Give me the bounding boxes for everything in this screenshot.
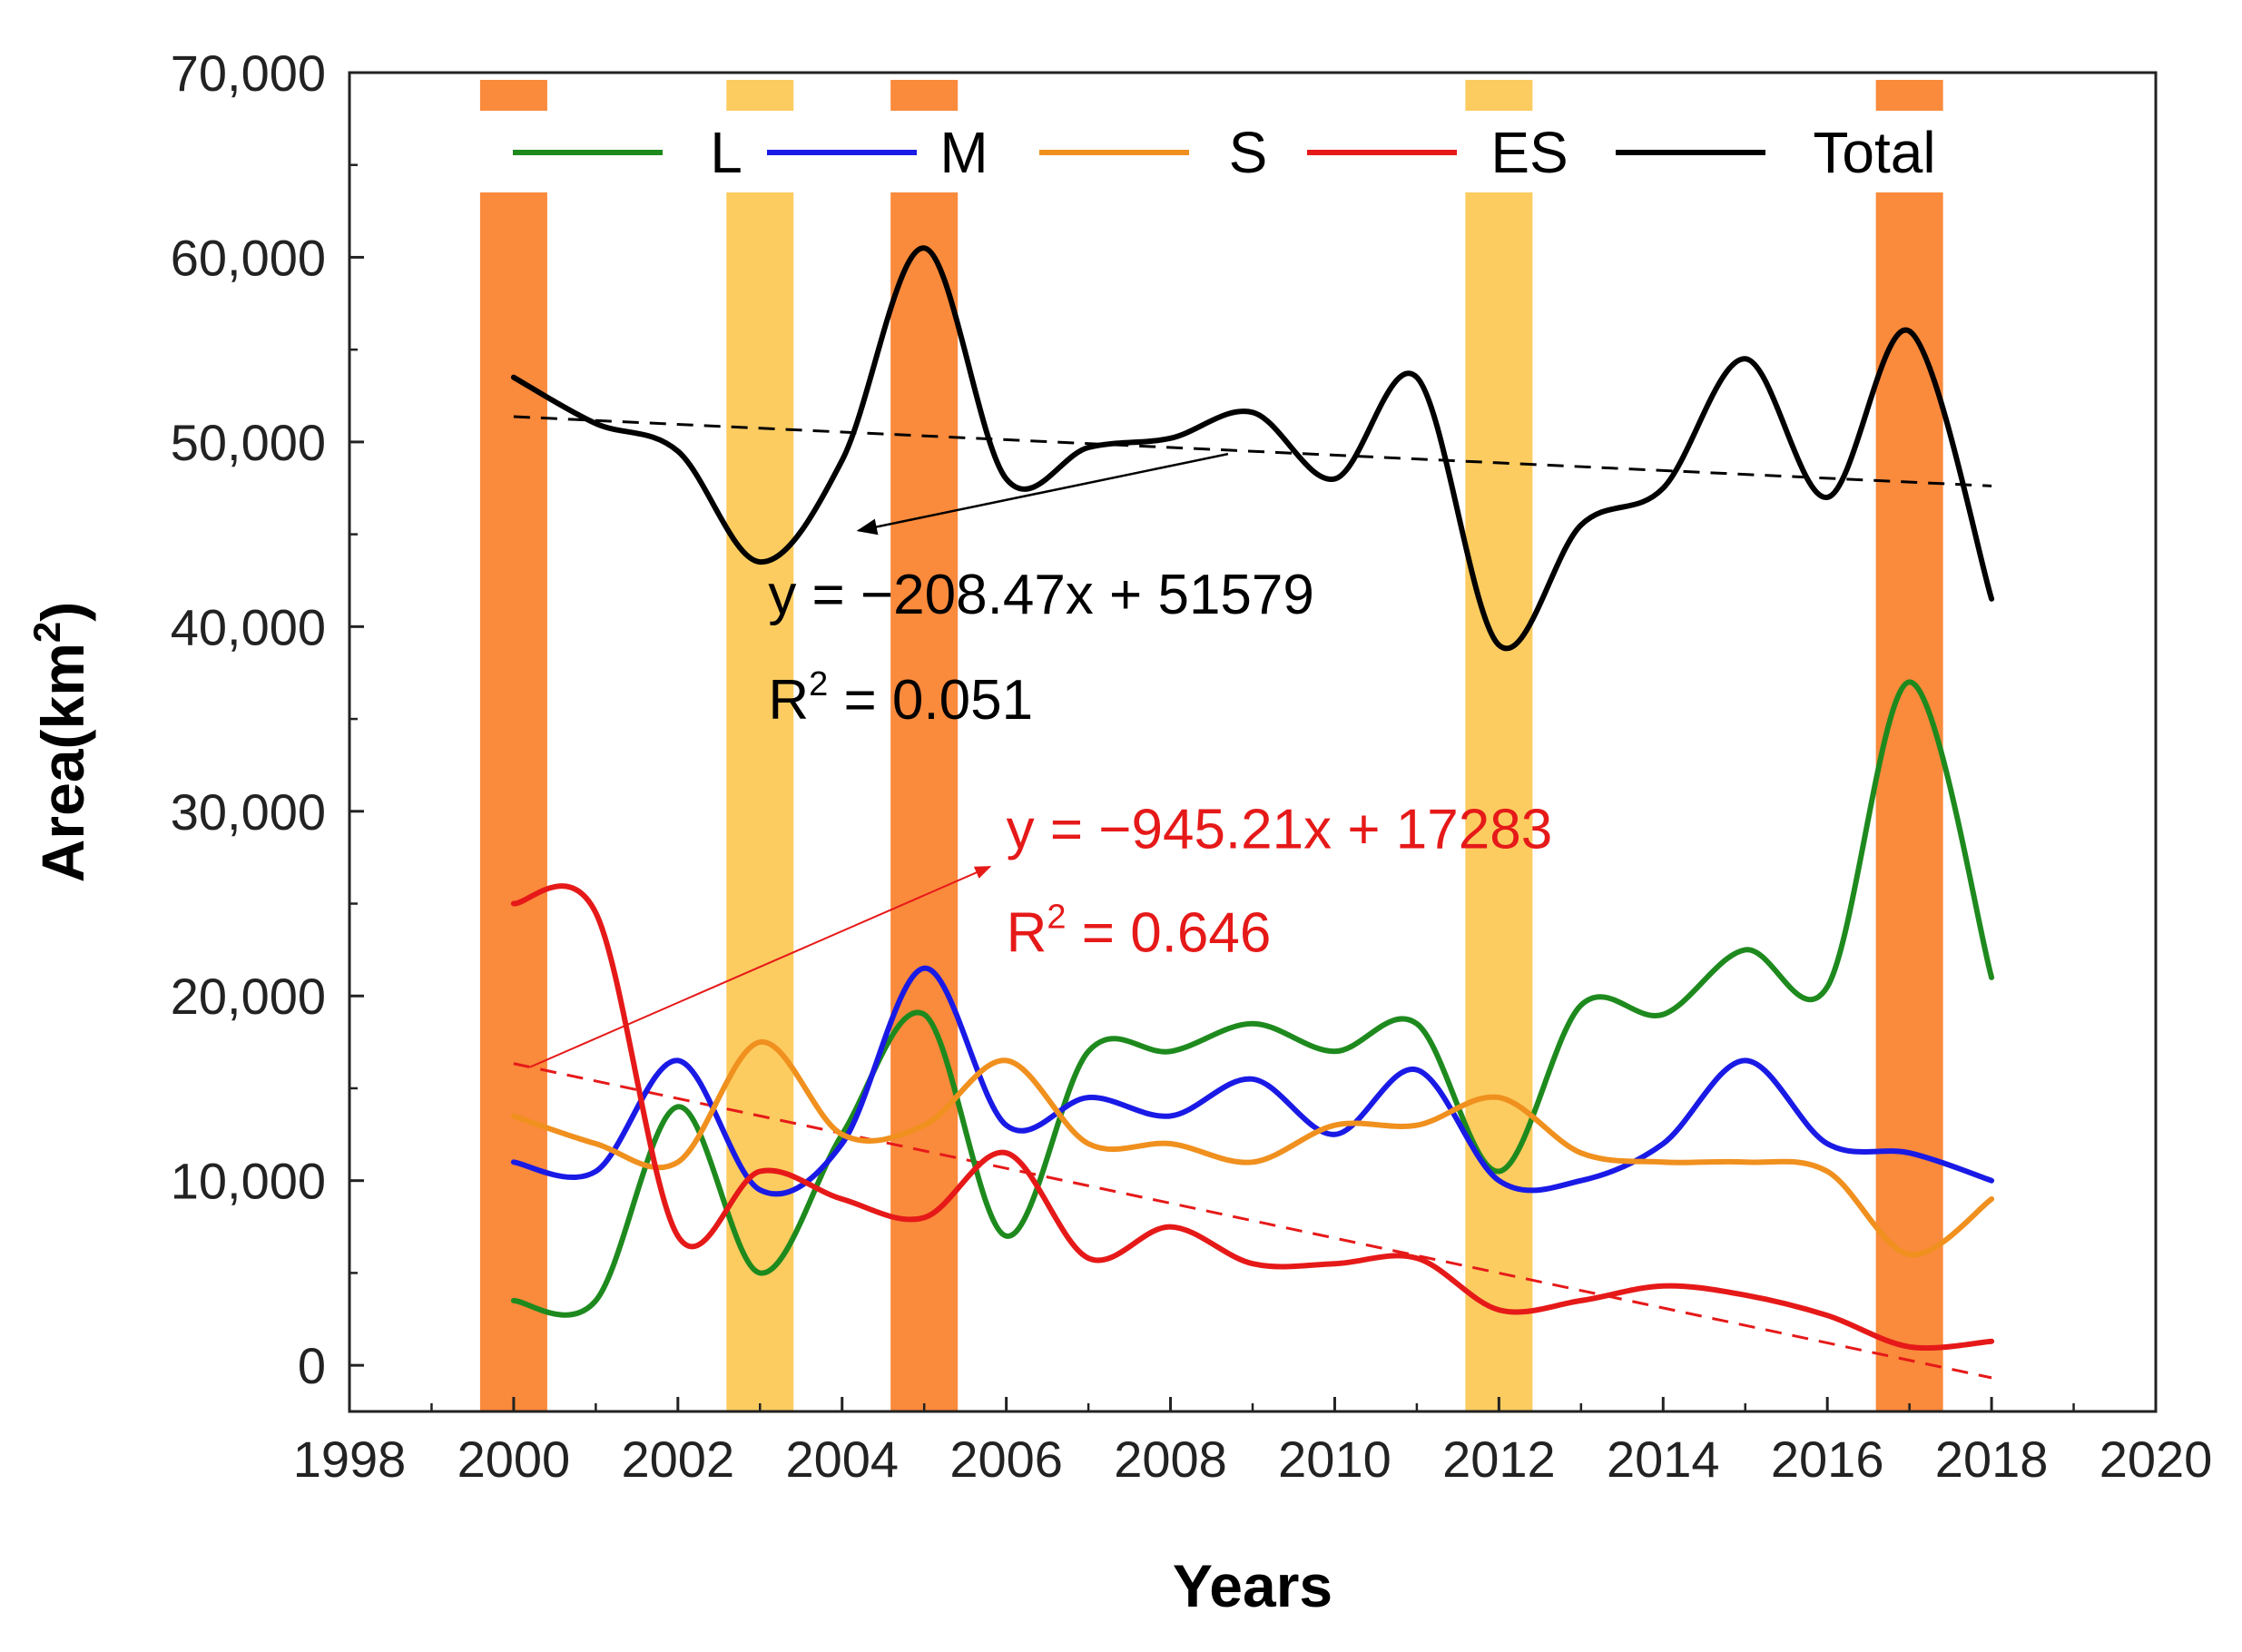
trendline-1 [513, 1062, 1992, 1380]
y-axis: 0 10,000 20,000 30,000 40,000 50,000 60,000 70,… [171, 44, 364, 1394]
y-tick-label-30000: 30,000 [171, 783, 326, 841]
highlight-band-top-2003 [726, 80, 794, 111]
x-tick-label-2002: 2002 [622, 1431, 735, 1488]
trend-equation-0: y = −208.47x + 51579 [768, 564, 1314, 626]
y-tick-label-40000: 40,000 [171, 598, 326, 655]
trend-r2-0: R2 = 0.051 [768, 665, 1033, 732]
highlight-band-top-2012 [1465, 80, 1533, 111]
x-axis-title: Years [1173, 1552, 1332, 1619]
legend-label-es: ES [1490, 120, 1568, 185]
legend-label-s: S [1229, 120, 1268, 185]
x-tick-label-2012: 2012 [1442, 1431, 1556, 1488]
total-trend-arrow [856, 452, 1229, 536]
highlight-band-2000 [479, 192, 547, 1411]
legend: L M S ES Total [513, 120, 1936, 185]
highlight-band-top-2005 [890, 80, 959, 111]
trend-r2-superscript-0: 2 [809, 665, 828, 703]
y-axis-title: Area(km2) [25, 602, 96, 882]
trend-r2-label-0: R [768, 669, 809, 732]
trend-equation-1: y = −945.21x + 17283 [1007, 798, 1553, 860]
series-line-es [510, 883, 1995, 1352]
highlight-band-2003 [726, 192, 794, 1411]
y-tick-label-0: 0 [298, 1337, 326, 1394]
x-axis: 1998 2000 2002 2004 2006 2008 2010 2012 2014 2016… [293, 1397, 2213, 1488]
trend-r2-value-0: = 0.051 [828, 669, 1033, 732]
x-tick-label-2018: 2018 [1935, 1431, 2049, 1488]
trend-r2-value-1: = 0.646 [1067, 901, 1272, 964]
series-line-l [510, 679, 1995, 1318]
legend-label-l: L [710, 120, 742, 185]
y-axis-title-superscript: 2 [25, 622, 68, 643]
x-tick-label-2000: 2000 [457, 1431, 571, 1488]
x-tick-label-2010: 2010 [1278, 1431, 1391, 1488]
legend-label-total: Total [1813, 120, 1935, 185]
trend-r2-1: R2 = 0.646 [1007, 898, 1272, 964]
x-tick-label-2008: 2008 [1114, 1431, 1227, 1488]
trend-r2-superscript-1: 2 [1047, 898, 1066, 936]
es-trend-arrow [529, 865, 992, 1068]
y-axis-title-main: Area(km [29, 643, 96, 882]
series-lines [510, 245, 1995, 1352]
x-tick-label-2014: 2014 [1607, 1431, 1720, 1488]
legend-label-m: M [939, 120, 988, 185]
trend-r2-label-1: R [1007, 901, 1047, 964]
x-tick-label-1998: 1998 [293, 1431, 407, 1488]
y-tick-label-20000: 20,000 [171, 968, 326, 1025]
y-tick-label-70000: 70,000 [171, 44, 326, 102]
x-tick-label-2004: 2004 [785, 1431, 899, 1488]
highlight-band-2017 [1875, 192, 1943, 1411]
highlight-bands [479, 80, 1943, 1411]
series-line-s [510, 1039, 1995, 1258]
trendline-0 [513, 415, 1992, 487]
y-tick-label-10000: 10,000 [171, 1153, 326, 1210]
highlight-band-2012 [1465, 192, 1533, 1411]
highlight-band-top-2017 [1875, 80, 1943, 111]
x-tick-label-2016: 2016 [1771, 1431, 1884, 1488]
y-tick-label-60000: 60,000 [171, 229, 326, 286]
series-line-total [510, 245, 1995, 652]
highlight-band-top-2000 [479, 80, 547, 111]
y-tick-label-50000: 50,000 [171, 414, 326, 471]
series-line-m [510, 965, 1995, 1197]
x-tick-label-2020: 2020 [2099, 1431, 2213, 1488]
x-tick-label-2006: 2006 [949, 1431, 1063, 1488]
highlight-band-2005 [890, 192, 959, 1411]
y-axis-title-close: ) [29, 602, 96, 622]
trendlines [513, 415, 1992, 1380]
